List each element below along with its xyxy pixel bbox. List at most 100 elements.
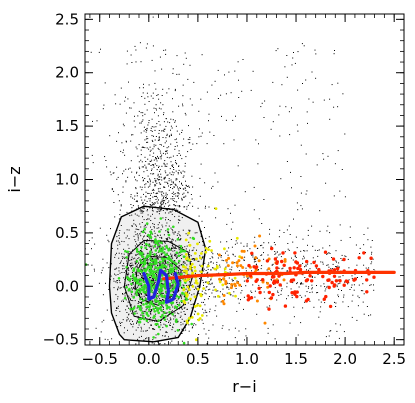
red-point bbox=[249, 296, 254, 300]
field-point bbox=[205, 281, 207, 283]
field-point bbox=[219, 266, 221, 268]
field-point bbox=[333, 53, 335, 55]
field-point bbox=[118, 267, 120, 269]
field-point bbox=[165, 198, 167, 200]
field-point bbox=[262, 247, 264, 249]
field-point bbox=[189, 237, 191, 239]
field-point bbox=[140, 268, 142, 270]
field-point bbox=[174, 335, 176, 337]
field-point bbox=[165, 293, 167, 295]
field-point bbox=[117, 176, 119, 178]
yellow-point bbox=[200, 252, 203, 255]
field-point bbox=[175, 125, 177, 127]
field-point bbox=[190, 300, 191, 302]
field-point bbox=[224, 74, 225, 76]
field-point bbox=[122, 293, 123, 294]
field-point bbox=[171, 184, 173, 185]
field-point bbox=[172, 284, 174, 286]
field-point bbox=[233, 291, 235, 293]
field-point bbox=[205, 293, 207, 295]
field-point bbox=[130, 194, 132, 196]
field-point bbox=[209, 308, 211, 310]
field-point bbox=[185, 189, 187, 191]
field-point bbox=[151, 285, 153, 287]
field-point bbox=[327, 285, 329, 287]
field-point bbox=[352, 294, 354, 296]
plot-clip-group bbox=[85, 16, 396, 349]
field-point bbox=[198, 241, 200, 243]
field-point bbox=[316, 292, 318, 294]
field-point bbox=[165, 331, 167, 333]
field-point bbox=[153, 283, 155, 285]
field-point bbox=[329, 232, 331, 234]
field-point bbox=[104, 82, 106, 84]
green-point bbox=[171, 267, 174, 271]
field-point bbox=[150, 161, 152, 162]
field-point bbox=[332, 268, 333, 270]
field-point bbox=[232, 254, 234, 256]
field-point bbox=[131, 262, 133, 264]
field-point bbox=[297, 334, 299, 336]
field-point bbox=[130, 54, 132, 56]
red-point bbox=[267, 307, 271, 311]
field-point bbox=[323, 283, 325, 285]
field-point bbox=[140, 273, 141, 275]
red-point bbox=[345, 279, 350, 284]
field-point bbox=[143, 219, 145, 221]
field-point bbox=[171, 340, 173, 342]
green-point bbox=[154, 265, 157, 269]
field-point bbox=[161, 254, 162, 256]
field-point bbox=[150, 299, 152, 301]
field-point bbox=[294, 255, 296, 257]
field-point bbox=[151, 268, 153, 270]
red-point bbox=[357, 256, 361, 260]
field-point bbox=[170, 143, 172, 145]
field-point bbox=[227, 282, 228, 284]
field-point bbox=[273, 284, 275, 285]
field-point bbox=[92, 120, 93, 122]
field-point bbox=[209, 131, 211, 133]
yellow-point bbox=[184, 266, 187, 269]
field-point bbox=[171, 193, 173, 194]
field-point bbox=[338, 337, 340, 339]
field-point bbox=[147, 163, 149, 165]
field-point bbox=[158, 343, 160, 345]
field-point bbox=[211, 187, 212, 189]
green-point bbox=[171, 288, 174, 292]
field-point bbox=[184, 52, 186, 54]
field-point bbox=[122, 173, 123, 175]
field-point bbox=[154, 163, 156, 165]
field-point bbox=[157, 147, 159, 149]
field-point bbox=[283, 232, 285, 233]
field-point bbox=[132, 282, 134, 284]
field-point bbox=[319, 230, 321, 232]
field-point bbox=[305, 265, 307, 267]
field-point bbox=[286, 286, 288, 288]
field-point bbox=[245, 270, 247, 272]
field-point bbox=[326, 286, 328, 288]
green-point bbox=[159, 287, 163, 291]
field-point bbox=[179, 187, 181, 189]
green-point bbox=[141, 311, 144, 315]
field-point bbox=[144, 156, 146, 158]
field-point bbox=[204, 262, 206, 264]
yellow-point bbox=[189, 267, 192, 271]
field-point bbox=[234, 262, 236, 264]
field-point bbox=[144, 103, 146, 105]
field-point bbox=[163, 234, 165, 236]
field-point bbox=[359, 253, 361, 254]
green-point bbox=[153, 310, 156, 313]
field-point bbox=[166, 194, 168, 196]
field-point bbox=[311, 277, 313, 278]
field-point bbox=[114, 94, 116, 96]
field-point bbox=[159, 144, 161, 145]
field-point bbox=[171, 310, 173, 312]
field-point bbox=[137, 338, 139, 340]
field-point bbox=[158, 210, 160, 212]
field-point bbox=[194, 232, 196, 234]
field-point bbox=[296, 202, 298, 204]
field-point bbox=[330, 330, 332, 332]
field-point bbox=[261, 265, 263, 267]
field-point bbox=[133, 348, 134, 349]
field-point bbox=[161, 248, 162, 250]
